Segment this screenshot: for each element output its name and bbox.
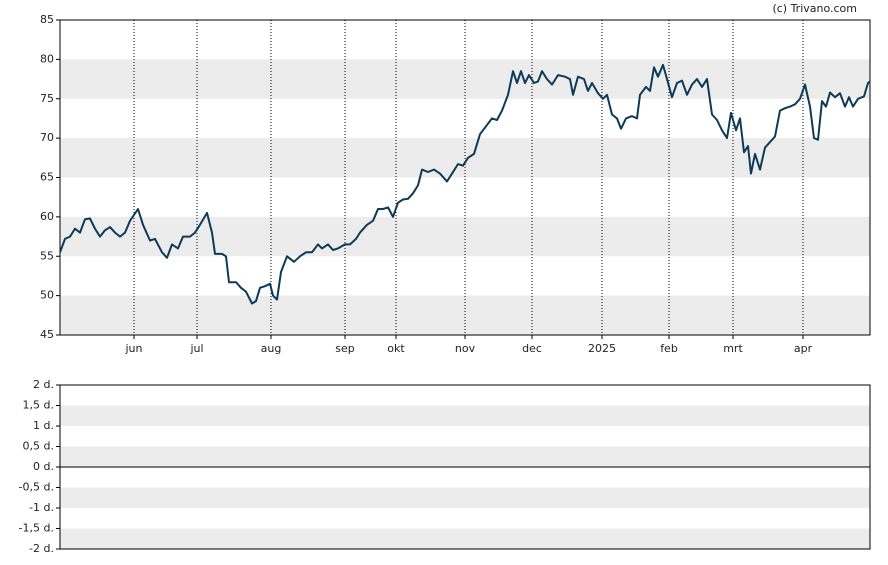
grid-band xyxy=(60,487,870,508)
y-tick-label: 65 xyxy=(40,171,54,184)
x-tick-label: dec xyxy=(522,342,542,355)
y-tick-label: 0 d. xyxy=(33,460,54,473)
y-tick-label: -2 d. xyxy=(29,542,54,555)
x-tick-label: sep xyxy=(335,342,354,355)
y-tick-label: 80 xyxy=(40,52,54,65)
y-tick-label: 60 xyxy=(40,210,54,223)
x-tick-label: jun xyxy=(125,342,143,355)
price-line xyxy=(59,63,871,305)
x-tick-label: apr xyxy=(794,342,813,355)
x-tick-label: 2025 xyxy=(588,342,616,355)
y-tick-label: 85 xyxy=(40,13,54,26)
x-tick-label: okt xyxy=(387,342,405,355)
grid-band xyxy=(60,405,870,426)
y-tick-label: 1 d. xyxy=(33,419,54,432)
y-tick-label: 1,5 d. xyxy=(23,399,54,412)
y-tick-label: -0,5 d. xyxy=(19,481,54,494)
credit: (c) Trivano.com xyxy=(772,2,857,15)
grid-band xyxy=(60,528,870,549)
x-tick-label: aug xyxy=(261,342,282,355)
y-tick-label: 0,5 d. xyxy=(23,440,54,453)
y-tick-label: 70 xyxy=(40,131,54,144)
y-tick-label: -1 d. xyxy=(29,501,54,514)
y-tick-label: 50 xyxy=(40,289,54,302)
plot-frame xyxy=(59,19,871,336)
x-tick-label: jul xyxy=(189,342,203,355)
y-tick-label: 55 xyxy=(40,249,54,262)
y-tick-label: 75 xyxy=(40,92,54,105)
x-tick-label: nov xyxy=(455,342,476,355)
y-tick-label: 45 xyxy=(40,328,54,341)
grid-band xyxy=(60,446,870,467)
y-tick-label: -1,5 d. xyxy=(19,522,54,535)
plot-frame xyxy=(59,384,871,550)
x-tick-label: mrt xyxy=(723,342,743,355)
x-tick-label: feb xyxy=(660,342,678,355)
y-tick-label: 2 d. xyxy=(33,378,54,391)
